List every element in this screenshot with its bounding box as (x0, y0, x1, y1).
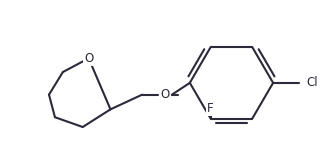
Text: O: O (84, 52, 93, 65)
Text: F: F (207, 102, 214, 115)
Text: O: O (160, 88, 170, 101)
Text: Cl: Cl (307, 76, 318, 89)
